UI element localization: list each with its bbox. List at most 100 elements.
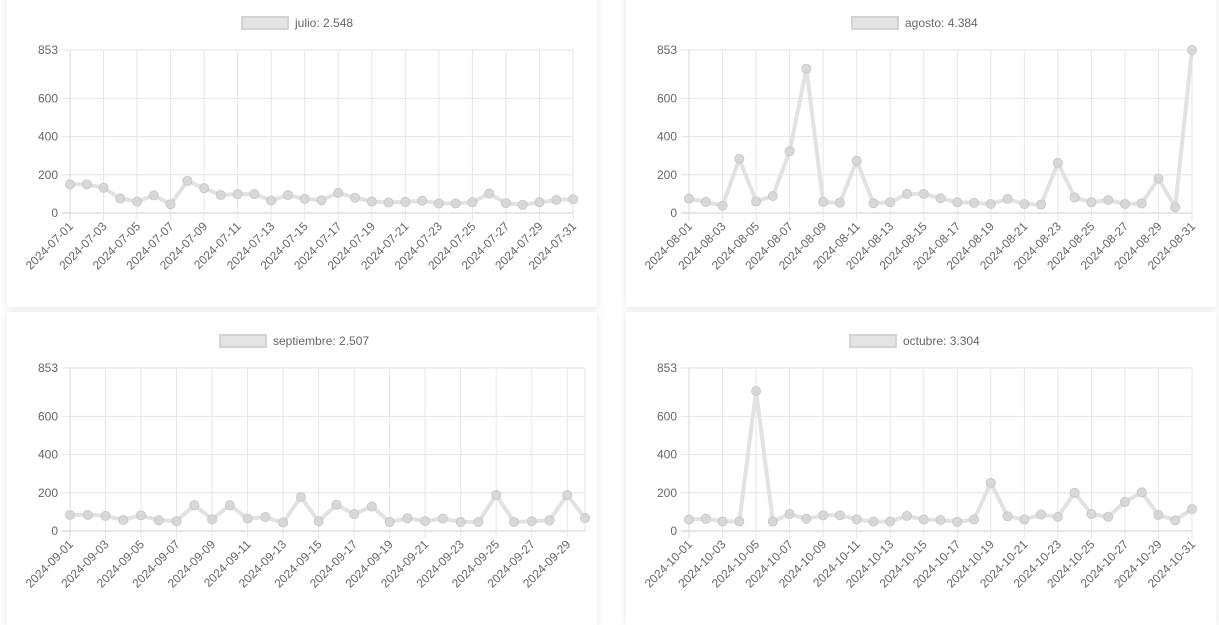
data-point[interactable] bbox=[734, 516, 745, 527]
data-point[interactable] bbox=[132, 196, 143, 207]
data-point[interactable] bbox=[82, 509, 93, 520]
data-point[interactable] bbox=[717, 516, 728, 527]
data-point[interactable] bbox=[969, 514, 980, 525]
data-point[interactable] bbox=[1069, 487, 1080, 498]
data-point[interactable] bbox=[491, 490, 502, 501]
data-point[interactable] bbox=[684, 193, 694, 204]
data-point[interactable] bbox=[153, 515, 164, 526]
data-point[interactable] bbox=[295, 491, 306, 502]
data-point[interactable] bbox=[517, 199, 528, 210]
data-point[interactable] bbox=[366, 196, 377, 207]
data-point[interactable] bbox=[801, 513, 812, 524]
data-point[interactable] bbox=[1136, 198, 1147, 209]
data-point[interactable] bbox=[98, 182, 109, 193]
data-point[interactable] bbox=[148, 190, 159, 201]
data-point[interactable] bbox=[562, 490, 573, 501]
data-point[interactable] bbox=[1170, 515, 1181, 526]
legend-septiembre[interactable]: septiembre: 2.507 bbox=[219, 334, 369, 348]
data-point[interactable] bbox=[350, 192, 361, 203]
data-point[interactable] bbox=[1086, 508, 1097, 519]
data-point[interactable] bbox=[818, 196, 829, 207]
data-point[interactable] bbox=[224, 500, 235, 511]
data-point[interactable] bbox=[316, 195, 327, 206]
data-point[interactable] bbox=[165, 199, 176, 210]
data-point[interactable] bbox=[1086, 197, 1097, 208]
data-point[interactable] bbox=[171, 516, 182, 527]
data-point[interactable] bbox=[1153, 173, 1164, 184]
data-point[interactable] bbox=[118, 514, 129, 525]
data-point[interactable] bbox=[81, 179, 92, 190]
data-point[interactable] bbox=[767, 190, 778, 201]
data-point[interactable] bbox=[282, 190, 293, 201]
data-point[interactable] bbox=[215, 190, 226, 201]
data-point[interactable] bbox=[278, 517, 289, 528]
data-point[interactable] bbox=[484, 188, 495, 199]
data-point[interactable] bbox=[952, 516, 963, 527]
data-point[interactable] bbox=[784, 146, 795, 157]
legend-agosto[interactable]: agosto: 4.384 bbox=[851, 16, 978, 30]
data-point[interactable] bbox=[751, 196, 762, 207]
data-point[interactable] bbox=[1187, 45, 1197, 55]
data-point[interactable] bbox=[1103, 195, 1114, 206]
data-point[interactable] bbox=[182, 175, 193, 186]
data-point[interactable] bbox=[1002, 511, 1013, 522]
data-point[interactable] bbox=[935, 193, 946, 204]
data-point[interactable] bbox=[834, 510, 845, 521]
data-point[interactable] bbox=[420, 516, 431, 527]
data-point[interactable] bbox=[65, 179, 75, 190]
data-point[interactable] bbox=[1002, 193, 1013, 204]
data-point[interactable] bbox=[100, 510, 111, 521]
data-point[interactable] bbox=[700, 196, 711, 207]
data-point[interactable] bbox=[333, 187, 344, 198]
data-point[interactable] bbox=[266, 195, 277, 206]
data-point[interactable] bbox=[260, 512, 271, 523]
data-point[interactable] bbox=[526, 516, 537, 527]
data-point[interactable] bbox=[551, 195, 562, 206]
data-point[interactable] bbox=[918, 514, 929, 525]
data-point[interactable] bbox=[207, 514, 218, 525]
data-point[interactable] bbox=[417, 195, 428, 206]
data-point[interactable] bbox=[969, 197, 980, 208]
data-point[interactable] bbox=[136, 510, 147, 521]
legend-julio[interactable]: julio: 2.548 bbox=[241, 16, 353, 30]
data-point[interactable] bbox=[232, 189, 243, 200]
data-point[interactable] bbox=[901, 188, 912, 199]
legend-octubre[interactable]: octubre: 3.304 bbox=[849, 334, 980, 348]
data-point[interactable] bbox=[500, 198, 511, 209]
data-point[interactable] bbox=[985, 199, 996, 210]
data-point[interactable] bbox=[1153, 509, 1164, 520]
data-point[interactable] bbox=[349, 508, 360, 519]
data-point[interactable] bbox=[400, 196, 411, 207]
data-point[interactable] bbox=[1019, 514, 1030, 525]
data-point[interactable] bbox=[818, 510, 829, 521]
data-point[interactable] bbox=[717, 200, 728, 211]
data-point[interactable] bbox=[1119, 496, 1130, 507]
data-point[interactable] bbox=[299, 193, 310, 204]
data-point[interactable] bbox=[366, 501, 377, 512]
data-point[interactable] bbox=[383, 197, 394, 208]
data-point[interactable] bbox=[384, 517, 395, 528]
data-point[interactable] bbox=[580, 513, 590, 524]
data-point[interactable] bbox=[1187, 504, 1197, 515]
data-point[interactable] bbox=[885, 197, 896, 208]
data-point[interactable] bbox=[65, 509, 75, 520]
data-point[interactable] bbox=[767, 516, 778, 527]
data-point[interactable] bbox=[189, 500, 200, 511]
data-point[interactable] bbox=[985, 477, 996, 488]
data-point[interactable] bbox=[467, 197, 478, 208]
data-point[interactable] bbox=[1136, 487, 1147, 498]
data-point[interactable] bbox=[473, 517, 484, 528]
data-point[interactable] bbox=[885, 516, 896, 527]
data-point[interactable] bbox=[534, 197, 545, 208]
data-point[interactable] bbox=[115, 193, 126, 204]
data-point[interactable] bbox=[1052, 157, 1063, 168]
data-point[interactable] bbox=[1036, 509, 1047, 520]
data-point[interactable] bbox=[868, 198, 879, 209]
data-point[interactable] bbox=[851, 514, 862, 525]
data-point[interactable] bbox=[1019, 199, 1030, 210]
data-point[interactable] bbox=[1103, 511, 1114, 522]
data-point[interactable] bbox=[1036, 199, 1047, 210]
data-point[interactable] bbox=[437, 513, 448, 524]
data-point[interactable] bbox=[868, 516, 879, 527]
data-point[interactable] bbox=[1069, 192, 1080, 203]
